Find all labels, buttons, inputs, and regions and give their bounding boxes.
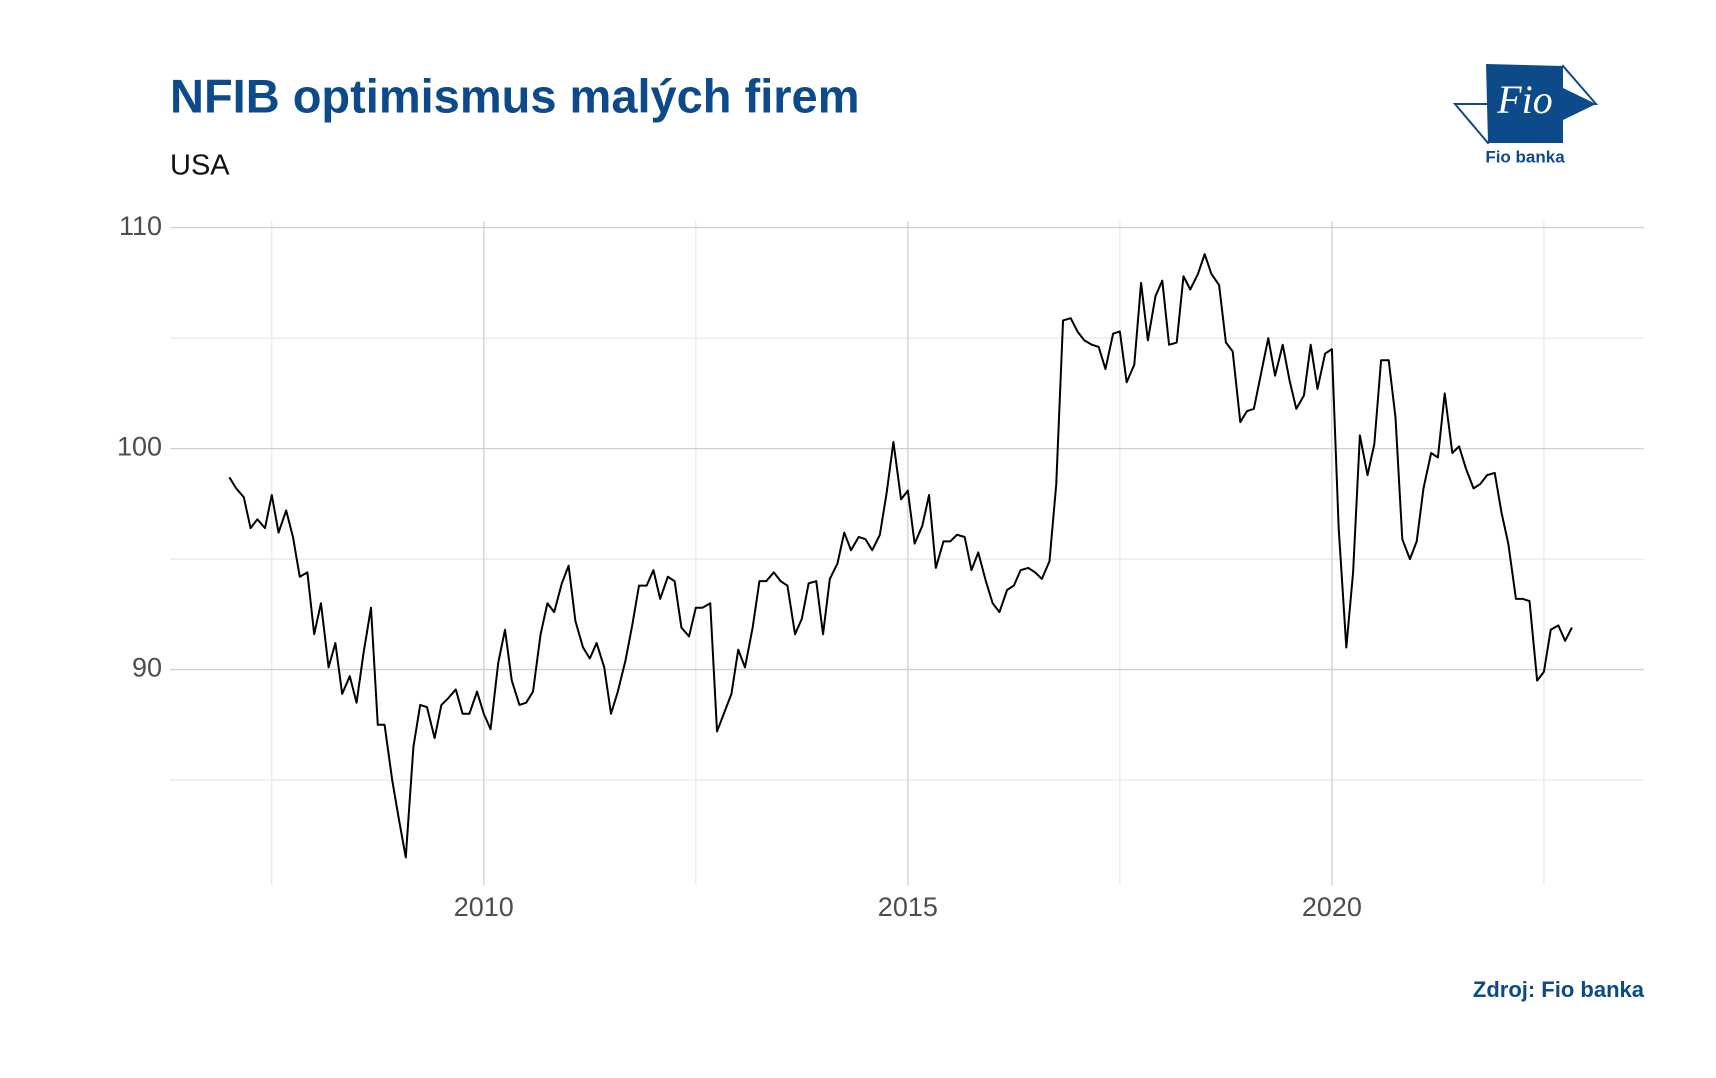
y-tick-label: 110	[119, 211, 162, 241]
chart-title: NFIB optimismus malých firem	[170, 69, 860, 122]
x-tick-label: 2020	[1302, 892, 1362, 922]
logo-text: Fio	[1496, 77, 1553, 122]
data-line	[228, 253, 1573, 859]
logo-arrow	[1563, 88, 1596, 120]
y-tick-label: 90	[132, 653, 162, 683]
y-tick-label: 100	[117, 432, 162, 462]
x-tick-label: 2010	[454, 892, 514, 922]
chart-subtitle: USA	[170, 150, 230, 182]
x-tick-label: 2015	[878, 892, 938, 922]
logo-block	[1486, 64, 1563, 143]
logo-caption: Fio banka	[1485, 147, 1565, 166]
logo: Fio Fio banka	[1452, 64, 1599, 166]
source-note: Zdroj: Fio banka	[1473, 977, 1645, 1002]
